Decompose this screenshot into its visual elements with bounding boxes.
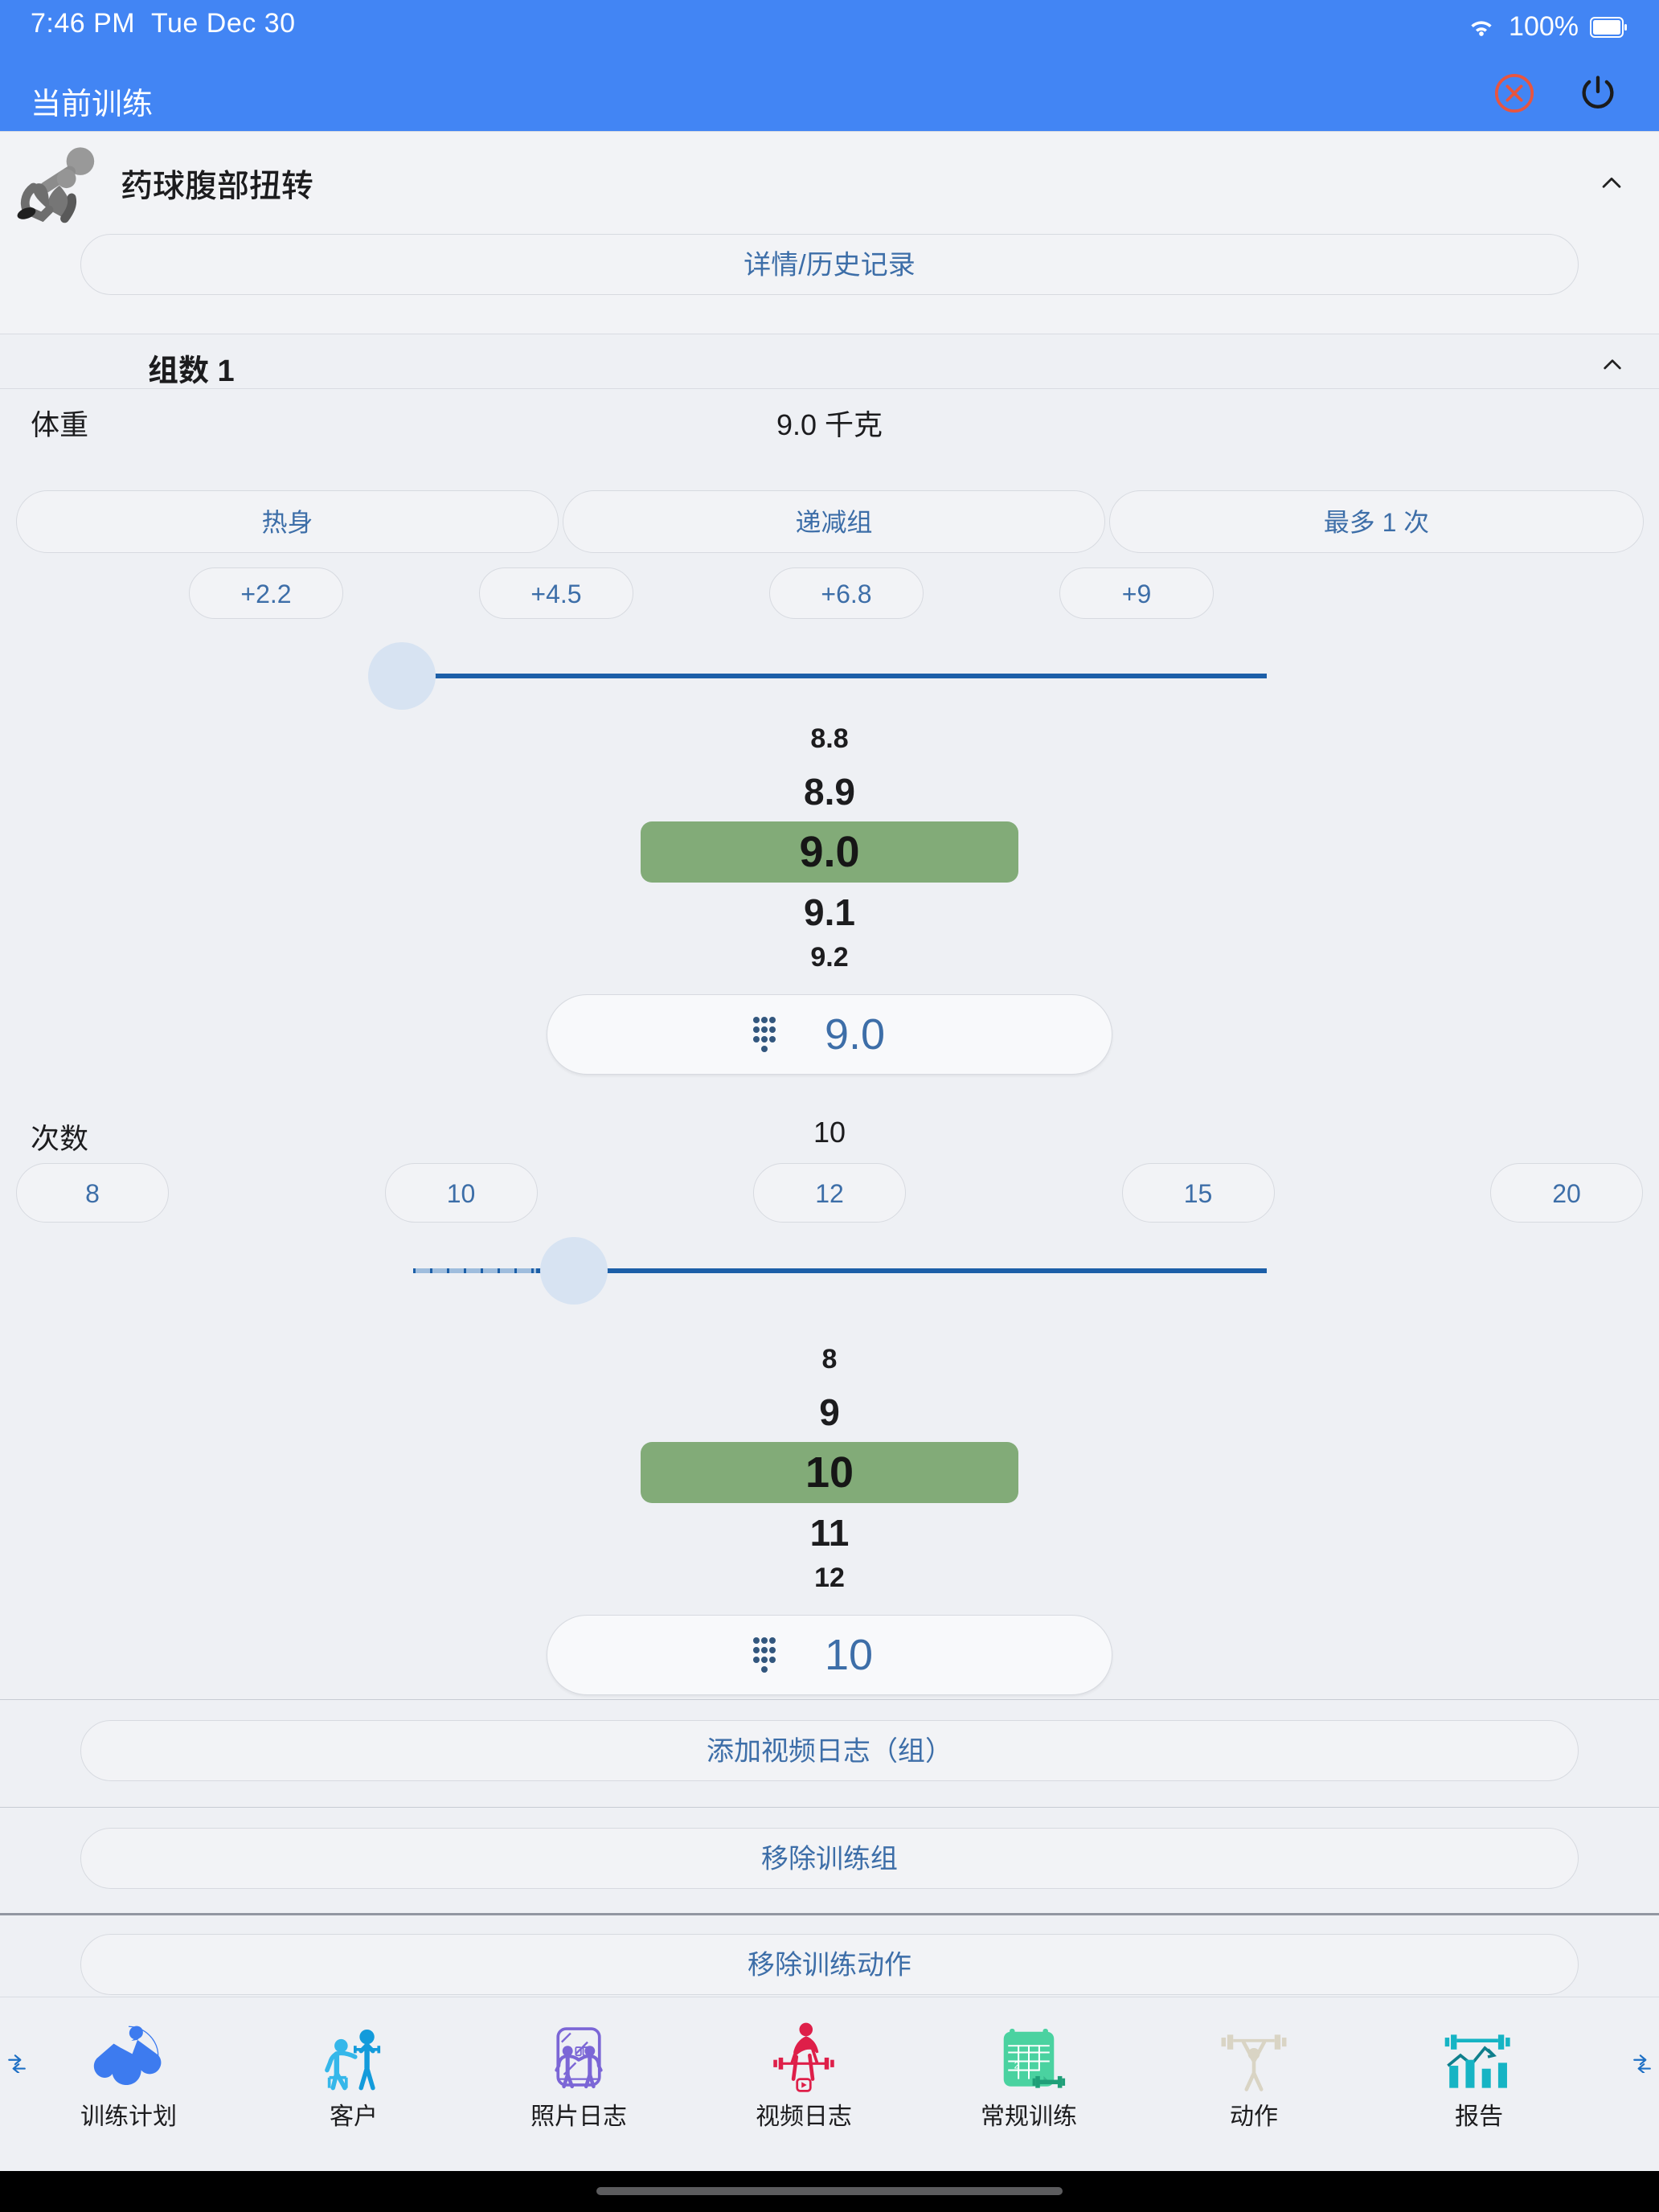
svg-text:2: 2: [1014, 2060, 1020, 2071]
